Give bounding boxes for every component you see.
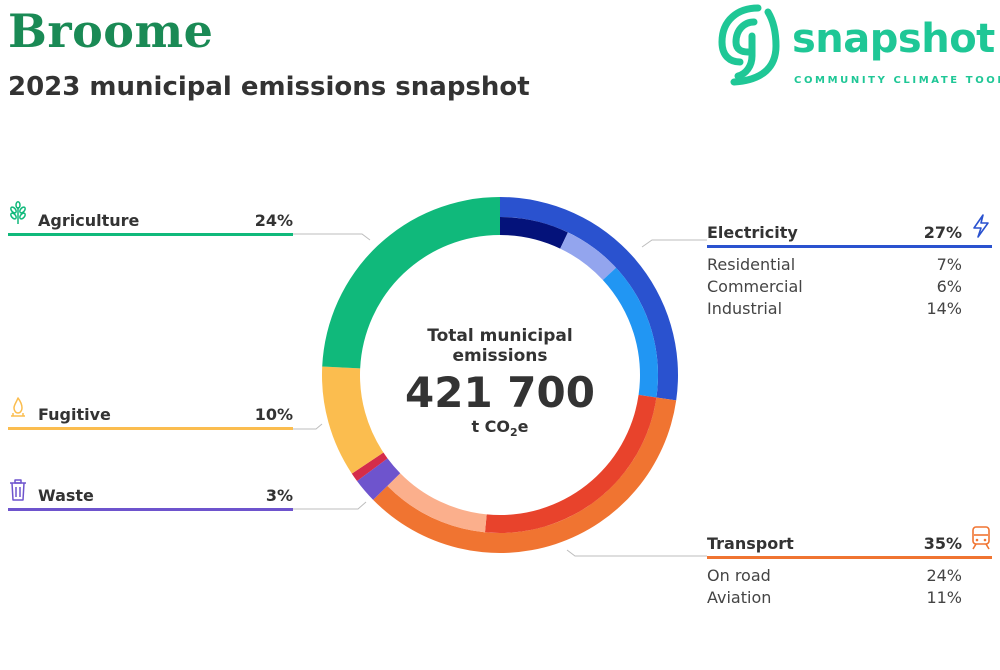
- snapshot-logo-icon: [718, 4, 780, 86]
- legend-fugitive-pct: 10%: [254, 405, 293, 424]
- bin-icon: [10, 479, 26, 501]
- legend-industrial-label: Industrial: [707, 299, 783, 318]
- legend-aviation-pct: 11%: [926, 588, 962, 607]
- legend-commercial-label: Commercial: [707, 277, 803, 296]
- leader-line-agriculture: [293, 233, 371, 241]
- legend-waste-pct: 3%: [265, 486, 293, 505]
- wheat-icon: [10, 201, 26, 224]
- legend-industrial-pct: 14%: [926, 299, 962, 318]
- legend-electricity-label: Electricity: [707, 223, 798, 242]
- donut-inner-residential: [500, 217, 568, 249]
- legend-transport-underline: [707, 556, 992, 559]
- legend-transport-pct: 35%: [923, 534, 962, 553]
- legend-on-road-label: On road: [707, 566, 771, 585]
- total-emissions-value: 421 700: [405, 368, 595, 417]
- legend-electricity-underline: [707, 245, 992, 248]
- leader-line-waste: [293, 501, 367, 510]
- snapshot-logo-word: snapshot: [792, 16, 995, 62]
- legend-agriculture-underline: [8, 233, 293, 236]
- flame-icon: [11, 397, 25, 417]
- legend-residential-label: Residential: [707, 255, 796, 274]
- donut-segment-waste-0: [356, 458, 401, 500]
- donut-segment-waste-1: [351, 452, 388, 481]
- legend-waste-label: Waste: [38, 486, 94, 505]
- legend-agriculture-pct: 24%: [254, 211, 293, 230]
- lightning-icon: [973, 214, 989, 238]
- legend-transport-label: Transport: [707, 534, 794, 553]
- leader-line-electricity: [641, 239, 707, 248]
- donut-segment-agriculture: [322, 197, 500, 369]
- leader-line-transport: [566, 549, 707, 557]
- legend-agriculture-label: Agriculture: [38, 211, 140, 230]
- legend-waste-underline: [8, 508, 293, 511]
- train-icon: [972, 526, 990, 550]
- unit-subscript: 2: [510, 426, 518, 440]
- leader-line-fugitive: [293, 423, 323, 430]
- legend-aviation-label: Aviation: [707, 588, 772, 607]
- donut-segment-fugitive: [322, 366, 384, 474]
- donut-inner-aviation: [387, 473, 487, 533]
- snapshot-logo-tagline: COMMUNITY CLIMATE TOOL: [794, 75, 1000, 86]
- legend-electricity-pct: 27%: [923, 223, 962, 242]
- legend-commercial-pct: 6%: [936, 277, 962, 296]
- total-emissions-unit: t CO2e: [380, 417, 620, 439]
- donut-outer-electricity: [500, 197, 678, 401]
- unit-suffix: e: [517, 417, 529, 436]
- page-title: Broome: [8, 4, 214, 58]
- unit-prefix: t CO: [471, 417, 511, 436]
- donut-inner-commercial: [560, 232, 617, 281]
- legend-on-road-pct: 24%: [926, 566, 962, 585]
- donut-outer-transport: [373, 397, 677, 554]
- donut-inner-on-road: [484, 394, 657, 533]
- legend-fugitive-label: Fugitive: [38, 405, 111, 424]
- snapshot-logo: snapshot COMMUNITY CLIMATE TOOL: [712, 0, 1000, 92]
- donut-inner-industrial: [602, 267, 658, 398]
- legend-residential-pct: 7%: [936, 255, 962, 274]
- page-subtitle: 2023 municipal emissions snapshot: [8, 72, 530, 102]
- legend-fugitive-underline: [8, 427, 293, 430]
- total-emissions-title: Total municipal emissions: [427, 326, 573, 366]
- donut-center-summary: Total municipal emissions 421 700 t CO2e: [380, 326, 620, 439]
